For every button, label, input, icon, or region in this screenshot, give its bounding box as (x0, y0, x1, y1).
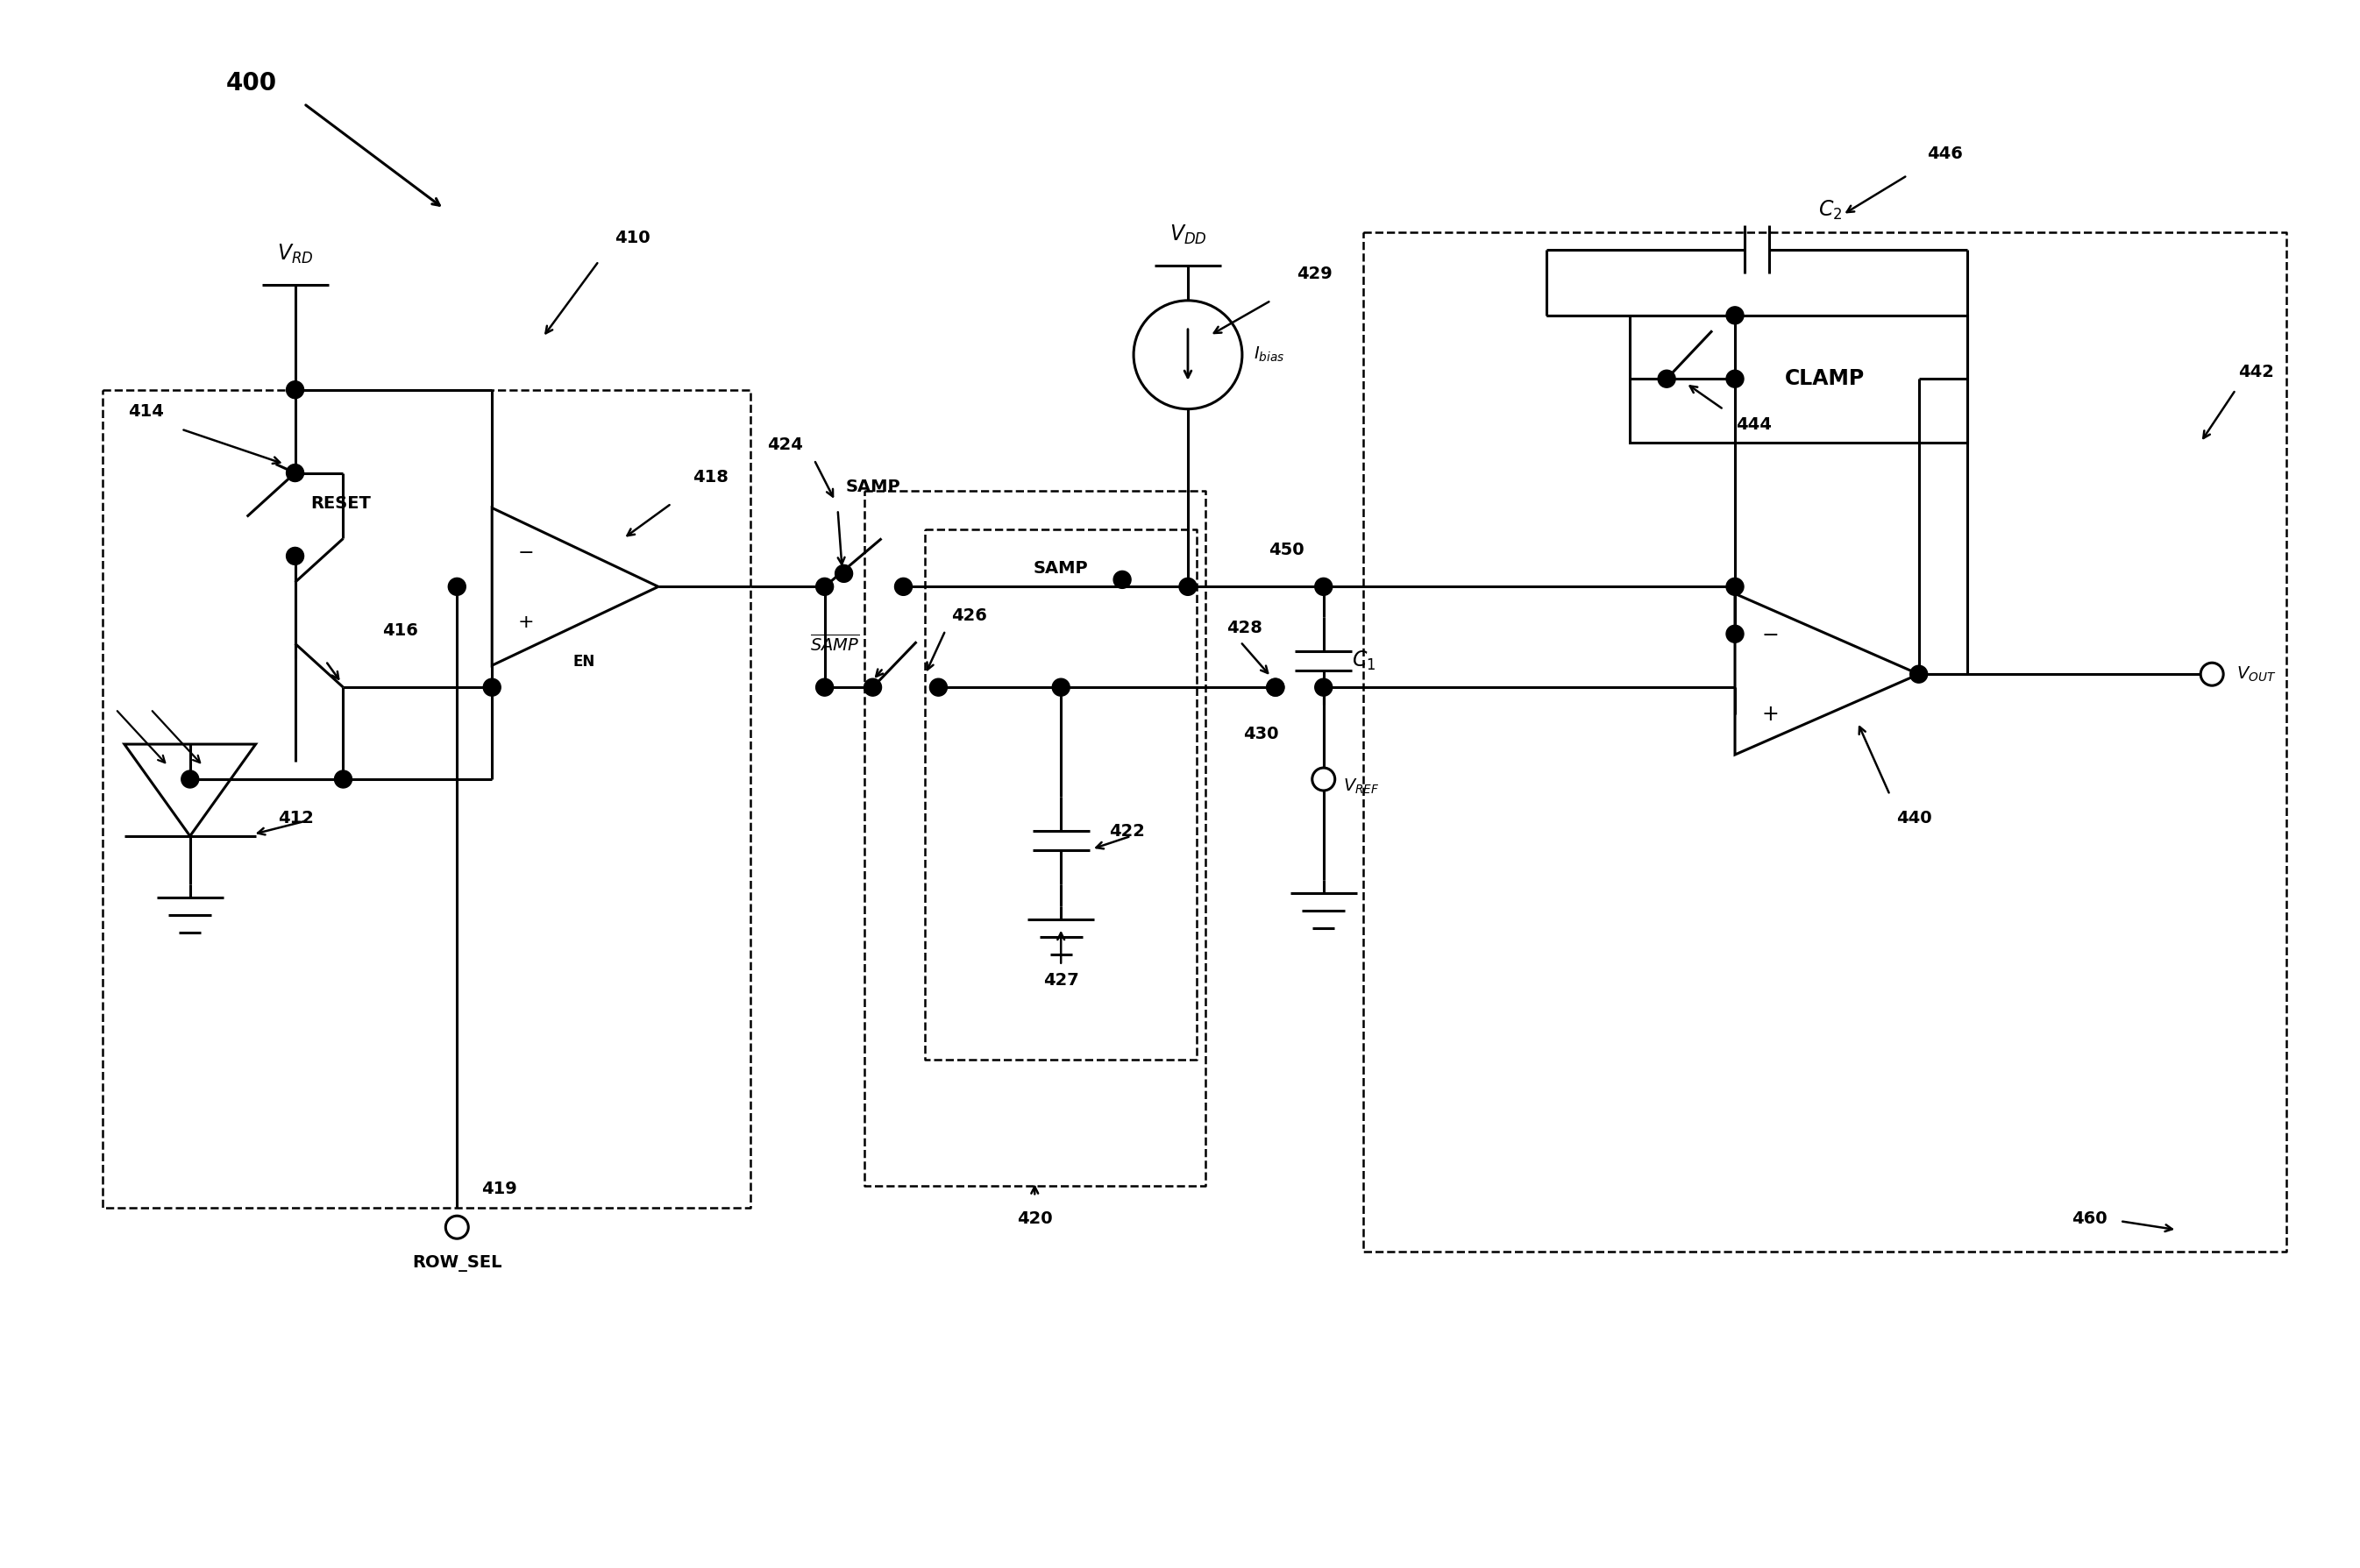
Text: 430: 430 (1244, 726, 1279, 742)
Text: $-$: $-$ (1761, 624, 1779, 644)
Text: $V_{RD}$: $V_{RD}$ (276, 243, 314, 265)
Text: 444: 444 (1737, 416, 1772, 433)
Text: $I_{bias}$: $I_{bias}$ (1253, 345, 1284, 364)
Circle shape (1053, 679, 1069, 696)
Text: RESET: RESET (312, 495, 371, 513)
Circle shape (1725, 626, 1744, 643)
Circle shape (1315, 679, 1333, 696)
Circle shape (864, 679, 883, 696)
Text: 414: 414 (127, 403, 165, 420)
Text: 412: 412 (278, 811, 314, 826)
Text: $-$: $-$ (517, 543, 533, 560)
Circle shape (335, 770, 352, 789)
Circle shape (182, 770, 198, 789)
Text: 420: 420 (1017, 1210, 1053, 1228)
Text: SAMP: SAMP (845, 478, 899, 495)
Circle shape (448, 579, 465, 596)
Text: 429: 429 (1298, 267, 1333, 282)
Text: 400: 400 (227, 71, 276, 96)
Text: $+$: $+$ (1761, 704, 1779, 724)
Circle shape (1725, 579, 1744, 596)
Circle shape (1180, 579, 1197, 596)
Circle shape (1114, 571, 1130, 588)
Text: 426: 426 (951, 607, 986, 624)
Circle shape (1725, 370, 1744, 387)
Text: 446: 446 (1928, 146, 1964, 162)
Circle shape (835, 564, 852, 582)
Circle shape (1659, 370, 1676, 387)
Circle shape (1315, 579, 1333, 596)
Circle shape (817, 579, 833, 596)
Circle shape (1725, 307, 1744, 325)
Text: 427: 427 (1043, 972, 1079, 989)
Circle shape (484, 679, 500, 696)
Text: 424: 424 (767, 436, 802, 453)
Text: 440: 440 (1897, 811, 1933, 826)
Circle shape (1267, 679, 1284, 696)
Text: $V_{DD}$: $V_{DD}$ (1168, 223, 1206, 246)
Text: ROW_SEL: ROW_SEL (413, 1256, 503, 1272)
Circle shape (1267, 679, 1284, 696)
Circle shape (286, 464, 304, 481)
Text: 460: 460 (2072, 1210, 2107, 1226)
Text: EN: EN (573, 654, 595, 670)
Text: 419: 419 (481, 1181, 517, 1196)
Text: $+$: $+$ (517, 613, 533, 630)
Text: $V_{OUT}$: $V_{OUT}$ (2237, 665, 2275, 684)
Circle shape (894, 579, 913, 596)
Text: $\overline{SAMP}$: $\overline{SAMP}$ (809, 633, 859, 654)
Circle shape (446, 1215, 467, 1239)
Text: 442: 442 (2237, 364, 2275, 381)
Circle shape (286, 381, 304, 398)
Text: CLAMP: CLAMP (1784, 368, 1864, 389)
Text: $C_1$: $C_1$ (1352, 649, 1376, 673)
Circle shape (1312, 768, 1336, 790)
Circle shape (286, 547, 304, 564)
Circle shape (1909, 665, 1928, 684)
Text: 450: 450 (1270, 543, 1305, 558)
Text: 410: 410 (614, 230, 649, 246)
Circle shape (930, 679, 946, 696)
Circle shape (817, 679, 833, 696)
Text: $V_{REF}$: $V_{REF}$ (1343, 776, 1378, 795)
Text: 428: 428 (1227, 619, 1263, 637)
Text: 418: 418 (694, 469, 729, 486)
Text: 416: 416 (382, 622, 418, 638)
Circle shape (2200, 663, 2223, 685)
Text: SAMP: SAMP (1034, 560, 1088, 577)
Text: $C_2$: $C_2$ (1817, 199, 1843, 221)
Text: 422: 422 (1109, 823, 1145, 840)
